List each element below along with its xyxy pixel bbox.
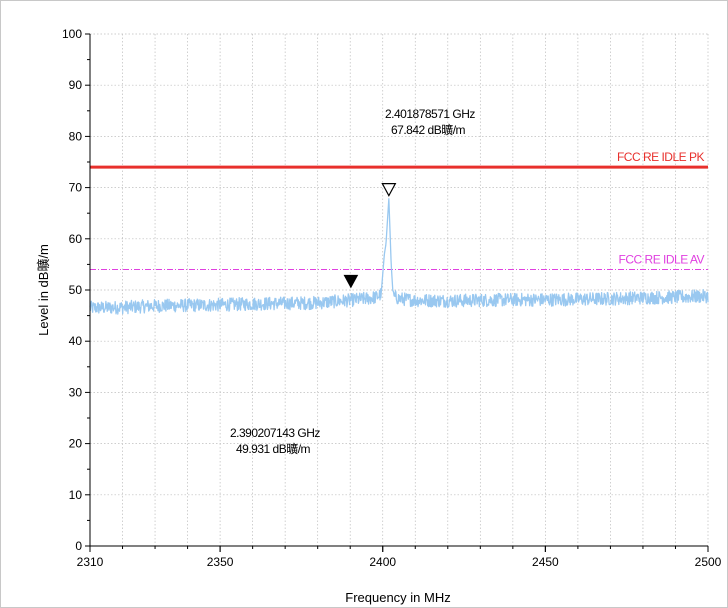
x-tick-label: 2400 (369, 555, 396, 569)
marker-edge-icon (343, 274, 359, 289)
y-tick-label: 10 (69, 488, 83, 502)
marker-frequency-label: 2.390207143 GHz (230, 426, 320, 440)
y-tick-label: 70 (69, 181, 83, 195)
y-tick-label: 40 (69, 334, 83, 348)
y-tick-label: 0 (75, 539, 82, 553)
x-axis-label: Frequency in MHz (345, 590, 450, 605)
limit-line-label: FCC RE IDLE AV (619, 253, 705, 267)
marker-frequency-label: 2.401878571 GHz (385, 107, 475, 121)
y-tick-label: 60 (69, 232, 83, 246)
x-tick-label: 2350 (207, 555, 234, 569)
y-tick-label: 20 (69, 437, 83, 451)
marker-level-label: 49.931 dB曠/m (236, 441, 311, 456)
marker-level-label: 67.842 dB曠/m (391, 122, 466, 137)
y-tick-label: 30 (69, 385, 83, 399)
trace (89, 198, 709, 315)
y-tick-label: 50 (69, 283, 83, 297)
marker-peak-icon (381, 183, 397, 197)
x-tick-label: 2500 (695, 555, 722, 569)
y-tick-label: 80 (69, 129, 83, 143)
trace-line (89, 198, 709, 315)
x-tick-label: 2310 (77, 555, 104, 569)
x-tick-label: 2450 (532, 555, 559, 569)
y-tick-label: 100 (62, 27, 82, 41)
limit-lines: FCC RE IDLE PK FCC RE IDLE AV (90, 150, 708, 271)
y-axis-label: Level in dB曠/m (36, 244, 51, 336)
limit-line-label: FCC RE IDLE PK (617, 150, 705, 164)
y-tick-label: 90 (69, 78, 83, 92)
axes: 0 10 20 30 40 50 60 70 80 90 100 2310 2350 2400 2450 25… (62, 27, 722, 569)
